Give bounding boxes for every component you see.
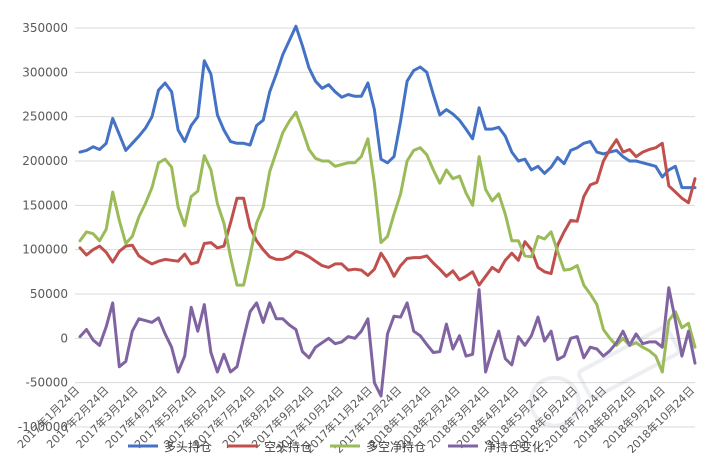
series-line-2 — [78, 110, 697, 374]
y-tick-label: 200000 — [22, 154, 68, 168]
series-line-0 — [78, 24, 697, 190]
y-tick-label: 0 — [60, 331, 68, 345]
watermark-logo — [528, 325, 681, 428]
y-tick-label: -100000 — [18, 420, 68, 434]
legend-label-2: 多空净持仓 — [366, 439, 426, 454]
y-tick-label: 350000 — [22, 21, 68, 35]
y-tick-label: 300000 — [22, 65, 68, 79]
legend-label-0: 多头持仓 — [164, 439, 212, 454]
y-tick-label: 150000 — [22, 198, 68, 212]
series-line-1 — [78, 138, 697, 287]
series-lines — [78, 24, 697, 398]
legend-label-1: 空头持仓 — [264, 439, 312, 454]
y-tick-label: 100000 — [22, 243, 68, 257]
y-tick-label: -50000 — [25, 376, 68, 390]
legend-label-3: 净持仓变化： — [484, 439, 556, 454]
y-tick-label: 50000 — [30, 287, 68, 301]
legend: 多头持仓 空头持仓 多空净持仓 净持仓变化： — [128, 439, 556, 454]
series-line-3 — [78, 286, 697, 398]
y-axis-ticks: -100000 -50000 0 50000 100000 150000 200000 250… — [18, 21, 68, 434]
y-tick-label: 250000 — [22, 110, 68, 124]
